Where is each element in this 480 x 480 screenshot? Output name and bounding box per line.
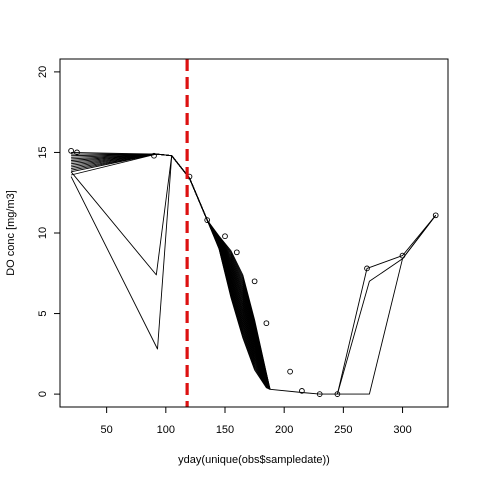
simulation-line	[337, 215, 437, 395]
observation-point	[399, 252, 406, 259]
y-tick-label: 20	[37, 66, 49, 78]
observation-point	[299, 388, 305, 394]
y-axis-title: DO conc [mg/m3]	[5, 190, 17, 276]
x-tick-label: 250	[334, 424, 352, 436]
observation-point	[68, 147, 74, 154]
observation-point	[287, 368, 293, 375]
observation-point	[432, 212, 439, 219]
observation-point	[151, 152, 157, 159]
observation-point	[316, 391, 323, 397]
x-axis: 50 100 150 200 250 300	[101, 407, 412, 436]
observation-point	[364, 265, 370, 272]
simulation-line	[70, 155, 173, 276]
y-axis: 0 5 10 15 20	[37, 66, 60, 397]
y-tick-label: 10	[37, 227, 49, 239]
y-tick-label: 5	[37, 310, 49, 316]
observation-points	[68, 147, 439, 397]
x-axis-title: yday(unique(obs$sampledate))	[178, 454, 330, 466]
simulation-lines	[70, 151, 437, 395]
x-tick-label: 300	[393, 424, 411, 436]
observation-point	[74, 149, 80, 156]
observation-point	[251, 278, 258, 285]
simulation-line	[336, 215, 437, 395]
simulation-line	[269, 388, 338, 395]
observation-point	[263, 320, 270, 327]
observation-point	[334, 391, 341, 397]
observation-point	[233, 249, 240, 256]
x-tick-label: 200	[275, 424, 293, 436]
x-tick-label: 150	[216, 424, 234, 436]
observation-point	[204, 217, 211, 223]
y-tick-label: 0	[37, 391, 49, 397]
observation-point	[222, 233, 228, 240]
y-tick-label: 15	[37, 146, 49, 158]
simulation-line	[189, 178, 271, 390]
x-tick-label: 100	[157, 424, 175, 436]
simulation-line	[70, 155, 173, 350]
x-tick-label: 50	[101, 424, 113, 436]
